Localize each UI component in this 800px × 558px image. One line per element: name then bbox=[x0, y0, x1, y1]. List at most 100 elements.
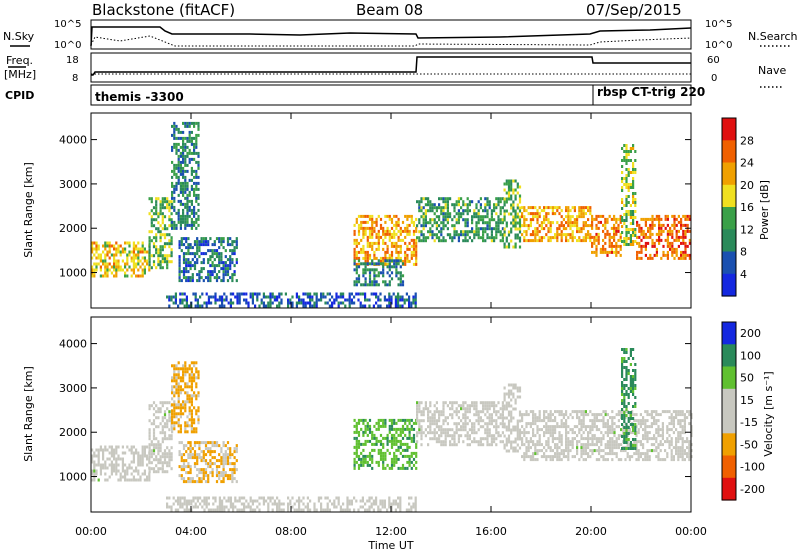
echo-cell bbox=[644, 431, 646, 434]
echo-cell bbox=[269, 305, 271, 308]
echo-cell bbox=[387, 245, 389, 248]
echo-cell bbox=[411, 239, 413, 242]
echo-cell bbox=[133, 476, 135, 479]
echo-cell bbox=[95, 269, 97, 272]
echo-cell bbox=[258, 293, 260, 296]
echo-cell bbox=[665, 218, 667, 221]
echo-cell bbox=[530, 446, 532, 449]
echo-cell bbox=[389, 262, 391, 265]
echo-cell bbox=[596, 428, 598, 431]
echo-cell bbox=[122, 452, 124, 455]
echo-cell bbox=[493, 401, 495, 404]
echo-cell bbox=[649, 224, 651, 227]
echo-cell bbox=[229, 264, 231, 267]
echo-cell bbox=[369, 218, 371, 221]
echo-cell bbox=[656, 254, 658, 257]
echo-cell bbox=[611, 458, 613, 461]
echo-cell bbox=[362, 458, 364, 461]
echo-cell bbox=[157, 458, 159, 461]
echo-cell bbox=[413, 251, 415, 254]
echo-cell bbox=[563, 455, 565, 458]
echo-cell bbox=[547, 416, 549, 419]
echo-cell bbox=[406, 443, 408, 446]
echo-cell bbox=[591, 428, 593, 431]
echo-cell bbox=[482, 401, 484, 404]
echo-cell bbox=[467, 416, 469, 419]
echo-cell bbox=[218, 471, 220, 474]
echo-cell bbox=[220, 261, 222, 264]
echo-cell bbox=[600, 248, 602, 251]
echo-cell bbox=[371, 437, 373, 440]
echo-cell bbox=[506, 417, 508, 420]
echo-cell bbox=[623, 405, 625, 408]
echo-cell bbox=[558, 452, 560, 455]
echo-cell bbox=[462, 404, 464, 407]
echo-cell bbox=[369, 262, 371, 265]
echo-cell bbox=[162, 440, 164, 443]
echo-cell bbox=[517, 396, 519, 399]
echo-cell bbox=[532, 455, 534, 458]
echo-cell bbox=[427, 236, 429, 239]
echo-cell bbox=[298, 296, 300, 299]
echo-cell bbox=[508, 426, 510, 429]
echo-cell bbox=[583, 416, 585, 419]
echo-cell bbox=[688, 422, 690, 425]
echo-cell bbox=[536, 416, 538, 419]
echo-cell bbox=[373, 242, 375, 245]
echo-cell bbox=[298, 299, 300, 302]
echo-cell bbox=[593, 251, 595, 254]
echo-cell bbox=[160, 449, 162, 452]
echo-cell bbox=[515, 447, 517, 450]
echo-cell bbox=[362, 422, 364, 425]
echo-cell bbox=[207, 261, 209, 264]
echo-cell bbox=[185, 246, 187, 249]
echo-cell bbox=[447, 215, 449, 218]
echo-cell bbox=[576, 218, 578, 221]
echo-cell bbox=[367, 242, 369, 245]
echo-cell bbox=[189, 131, 191, 134]
echo-cell bbox=[182, 376, 184, 379]
echo-cell bbox=[402, 230, 404, 233]
echo-cell bbox=[657, 452, 659, 455]
echo-cell bbox=[313, 293, 315, 296]
echo-cell bbox=[669, 233, 671, 236]
echo-cell bbox=[190, 456, 192, 459]
echo-cell bbox=[634, 171, 636, 174]
echo-cell bbox=[168, 305, 170, 308]
echo-cell bbox=[508, 390, 510, 393]
echo-cell bbox=[666, 455, 668, 458]
echo-cell bbox=[400, 245, 402, 248]
echo-cell bbox=[521, 437, 523, 440]
echo-cell bbox=[162, 248, 164, 251]
echo-cell bbox=[654, 218, 656, 221]
echo-cell bbox=[676, 251, 678, 254]
echo-cell bbox=[98, 464, 100, 467]
echo-cell bbox=[628, 171, 630, 174]
echo-cell bbox=[358, 419, 360, 422]
echo-cell bbox=[530, 233, 532, 236]
echo-cell bbox=[221, 296, 223, 299]
echo-cell bbox=[447, 221, 449, 224]
echo-cell bbox=[209, 258, 211, 261]
echo-cell bbox=[667, 224, 669, 227]
echo-cell bbox=[182, 140, 184, 143]
echo-cell bbox=[651, 239, 653, 242]
echo-cell bbox=[512, 417, 514, 420]
echo-cell bbox=[662, 230, 664, 233]
echo-cell bbox=[168, 296, 170, 299]
echo-cell bbox=[117, 269, 119, 272]
echo-cell bbox=[574, 221, 576, 224]
echo-cell bbox=[528, 449, 530, 452]
echo-cell bbox=[679, 455, 681, 458]
echo-cell bbox=[354, 259, 356, 262]
echo-cell bbox=[539, 434, 541, 437]
echo-cell bbox=[191, 427, 193, 430]
echo-cell bbox=[139, 251, 141, 254]
echo-cell bbox=[625, 144, 627, 147]
echo-cell bbox=[214, 296, 216, 299]
echo-cell bbox=[93, 263, 95, 266]
echo-cell bbox=[418, 209, 420, 212]
echo-cell bbox=[669, 230, 671, 233]
echo-cell bbox=[384, 221, 386, 224]
